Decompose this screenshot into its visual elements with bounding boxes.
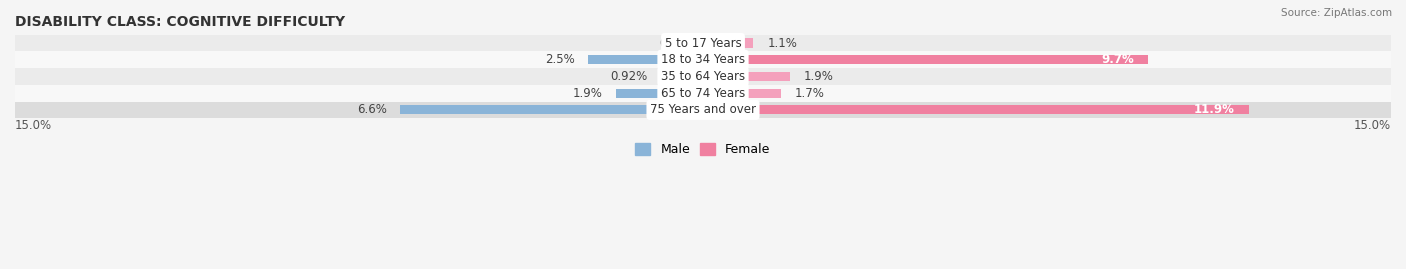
Text: 1.7%: 1.7%: [794, 87, 824, 100]
Bar: [703, 105, 1249, 115]
Text: 15.0%: 15.0%: [1354, 119, 1391, 132]
Bar: [703, 38, 754, 48]
Bar: [15, 85, 1391, 101]
Bar: [661, 72, 703, 81]
Bar: [703, 89, 780, 98]
Text: 15.0%: 15.0%: [15, 119, 52, 132]
Bar: [588, 55, 703, 64]
Text: 2.5%: 2.5%: [544, 53, 575, 66]
Text: 75 Years and over: 75 Years and over: [650, 103, 756, 116]
Bar: [616, 89, 703, 98]
Text: 5 to 17 Years: 5 to 17 Years: [665, 37, 741, 49]
Bar: [15, 51, 1391, 68]
Legend: Male, Female: Male, Female: [630, 138, 776, 161]
Bar: [15, 68, 1391, 85]
Bar: [15, 35, 1391, 51]
Text: 65 to 74 Years: 65 to 74 Years: [661, 87, 745, 100]
Text: 35 to 64 Years: 35 to 64 Years: [661, 70, 745, 83]
Bar: [401, 105, 703, 115]
Text: 6.6%: 6.6%: [357, 103, 387, 116]
Text: Source: ZipAtlas.com: Source: ZipAtlas.com: [1281, 8, 1392, 18]
Text: 0.92%: 0.92%: [610, 70, 647, 83]
Bar: [15, 101, 1391, 118]
Text: 1.1%: 1.1%: [768, 37, 797, 49]
Text: 1.9%: 1.9%: [804, 70, 834, 83]
Text: 11.9%: 11.9%: [1194, 103, 1234, 116]
Text: 1.9%: 1.9%: [572, 87, 602, 100]
Text: 9.7%: 9.7%: [1101, 53, 1135, 66]
Bar: [703, 72, 790, 81]
Text: DISABILITY CLASS: COGNITIVE DIFFICULTY: DISABILITY CLASS: COGNITIVE DIFFICULTY: [15, 15, 344, 29]
Text: 0.0%: 0.0%: [659, 37, 689, 49]
Text: 18 to 34 Years: 18 to 34 Years: [661, 53, 745, 66]
Bar: [703, 55, 1147, 64]
